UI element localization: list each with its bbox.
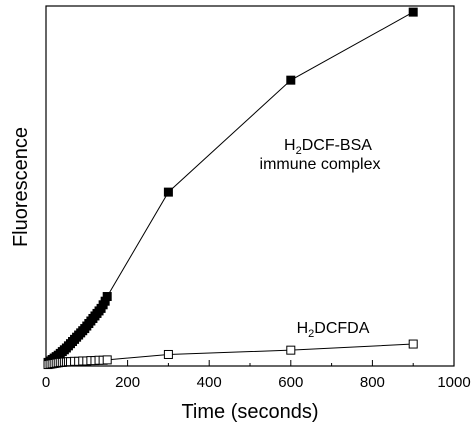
x-tick-label: 800 — [360, 374, 385, 391]
x-axis-ticks — [45, 360, 455, 366]
annotation-h2dcf-bsa: H2DCF-BSA — [284, 137, 372, 157]
x-tick-label: 400 — [197, 374, 222, 391]
x-tick-label: 1000 — [437, 374, 470, 391]
filled-square-point — [408, 7, 418, 17]
open-square-point — [286, 345, 296, 355]
x-axis-title: Time (seconds) — [181, 401, 318, 423]
x-axis-tick-labels: 0 200 400 600 800 1000 — [42, 374, 471, 391]
open-square-point — [163, 349, 173, 359]
filled-square-point — [286, 75, 296, 85]
x-tick-label: 0 — [42, 374, 50, 391]
open-square-point — [408, 339, 418, 349]
plot-frame — [45, 5, 455, 367]
x-tick-label: 200 — [115, 374, 140, 391]
open-square-point — [102, 355, 112, 365]
annotation-h2dcfda: H2DCFDA — [297, 320, 370, 340]
filled-square-point — [102, 292, 112, 302]
series-markers — [43, 7, 418, 370]
x-tick-label: 600 — [278, 374, 303, 391]
y-axis-title: Fluorescence — [10, 127, 32, 247]
annotation-immune-complex: immune complex — [260, 156, 381, 173]
filled-square-point — [163, 187, 173, 197]
